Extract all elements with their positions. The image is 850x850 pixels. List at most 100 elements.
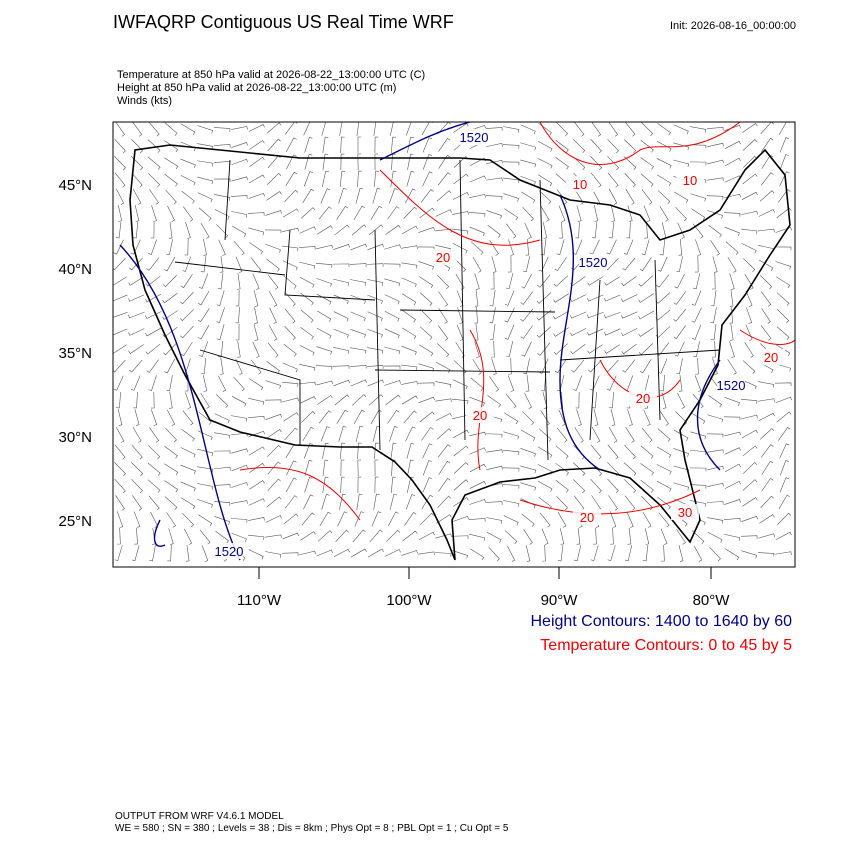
wind-barb xyxy=(301,512,315,526)
wind-barb xyxy=(537,446,553,459)
wind-barb xyxy=(503,431,520,440)
wind-barb xyxy=(401,395,418,405)
wind-barb xyxy=(590,478,602,494)
wind-barb xyxy=(265,534,282,539)
latitude-label: 30°N xyxy=(58,429,92,446)
wind-barb xyxy=(573,375,583,391)
wind-barb xyxy=(402,530,418,542)
wind-barb xyxy=(299,276,315,288)
wind-barb xyxy=(487,224,501,238)
wind-barb xyxy=(438,154,451,169)
wind-barb xyxy=(249,140,265,150)
wind-barb xyxy=(470,377,484,391)
wind-barb xyxy=(604,276,620,286)
wind-barb xyxy=(469,193,486,198)
contour-label: 1520 xyxy=(460,130,489,145)
wind-barb xyxy=(320,188,331,204)
wind-barb xyxy=(350,379,367,387)
wind-barb xyxy=(573,545,582,562)
wind-barb xyxy=(267,155,281,169)
wind-barb xyxy=(128,311,145,319)
wind-barb xyxy=(452,515,469,522)
wind-barb xyxy=(231,158,248,166)
wind-barb xyxy=(403,206,417,220)
wind-barb xyxy=(536,326,552,338)
wind-barb xyxy=(304,476,313,493)
wind-barb xyxy=(656,141,672,152)
wind-barb xyxy=(217,273,224,290)
wind-barb xyxy=(357,476,362,494)
wind-barb xyxy=(231,142,248,148)
wind-barb xyxy=(591,495,601,511)
wind-barb xyxy=(641,427,653,443)
wind-barb xyxy=(624,495,636,511)
wind-barb xyxy=(627,528,632,545)
wind-barb xyxy=(421,494,434,510)
title: IWFAQRP Contiguous US Real Time WRF xyxy=(113,12,454,32)
wind-barb xyxy=(655,309,671,321)
wind-barb xyxy=(724,140,741,149)
wind-barb xyxy=(503,449,520,456)
wind-barb xyxy=(316,244,333,250)
wind-barb xyxy=(675,206,687,222)
wind-barb xyxy=(724,193,741,199)
wind-barb xyxy=(707,532,723,543)
wind-barb xyxy=(777,512,792,525)
wind-barb xyxy=(249,242,264,255)
wind-barb xyxy=(542,544,546,562)
wind-barb xyxy=(299,261,316,270)
wind-barb xyxy=(333,278,350,287)
wind-barb xyxy=(741,211,758,215)
wind-barb xyxy=(299,246,316,250)
wind-barb xyxy=(230,518,248,523)
wind-barb xyxy=(742,173,758,185)
wind-barb xyxy=(778,494,790,510)
wind-barb xyxy=(469,518,486,522)
wind-barb xyxy=(742,479,758,491)
wind-barb xyxy=(570,294,587,302)
wind-barb xyxy=(724,499,741,505)
wind-barb xyxy=(725,241,739,255)
wind-barb xyxy=(539,512,551,528)
wind-barb xyxy=(216,307,225,323)
wind-barb xyxy=(434,552,452,557)
wind-barb xyxy=(318,206,332,220)
wind-barb xyxy=(760,444,774,458)
wind-barb xyxy=(336,409,349,424)
wind-barb xyxy=(537,158,553,169)
wind-barb xyxy=(265,515,282,523)
wind-barb xyxy=(778,122,790,136)
wind-barb xyxy=(316,278,332,287)
wind-barb xyxy=(390,170,397,187)
wind-barb xyxy=(164,358,176,374)
wind-barb xyxy=(182,410,194,426)
wind-barb xyxy=(233,240,245,256)
wind-barbs xyxy=(113,122,792,562)
wind-barb xyxy=(707,482,724,487)
contour-label-box xyxy=(757,349,785,365)
wind-barb xyxy=(538,256,549,272)
wind-barb xyxy=(113,294,128,302)
wind-barb xyxy=(521,341,532,357)
wind-barb xyxy=(486,449,503,453)
wind-barb xyxy=(282,227,299,233)
wind-barb xyxy=(691,412,706,425)
wind-barb xyxy=(214,516,230,525)
wind-barb xyxy=(216,224,229,239)
wind-barb xyxy=(145,327,162,337)
wind-barb xyxy=(131,545,140,562)
wind-barb xyxy=(775,261,791,270)
wind-barb xyxy=(779,171,790,187)
latitude-label: 45°N xyxy=(58,177,92,194)
wind-barb xyxy=(236,273,241,290)
wind-barb xyxy=(638,327,654,337)
wind-barb xyxy=(758,412,775,421)
wind-barb xyxy=(455,342,465,358)
wind-barb xyxy=(438,291,449,307)
wind-barb xyxy=(248,498,265,506)
wind-barb xyxy=(710,307,717,324)
state-border xyxy=(174,159,721,461)
wind-barb xyxy=(520,482,537,491)
wind-barb xyxy=(608,222,615,239)
wind-barb xyxy=(640,479,654,493)
